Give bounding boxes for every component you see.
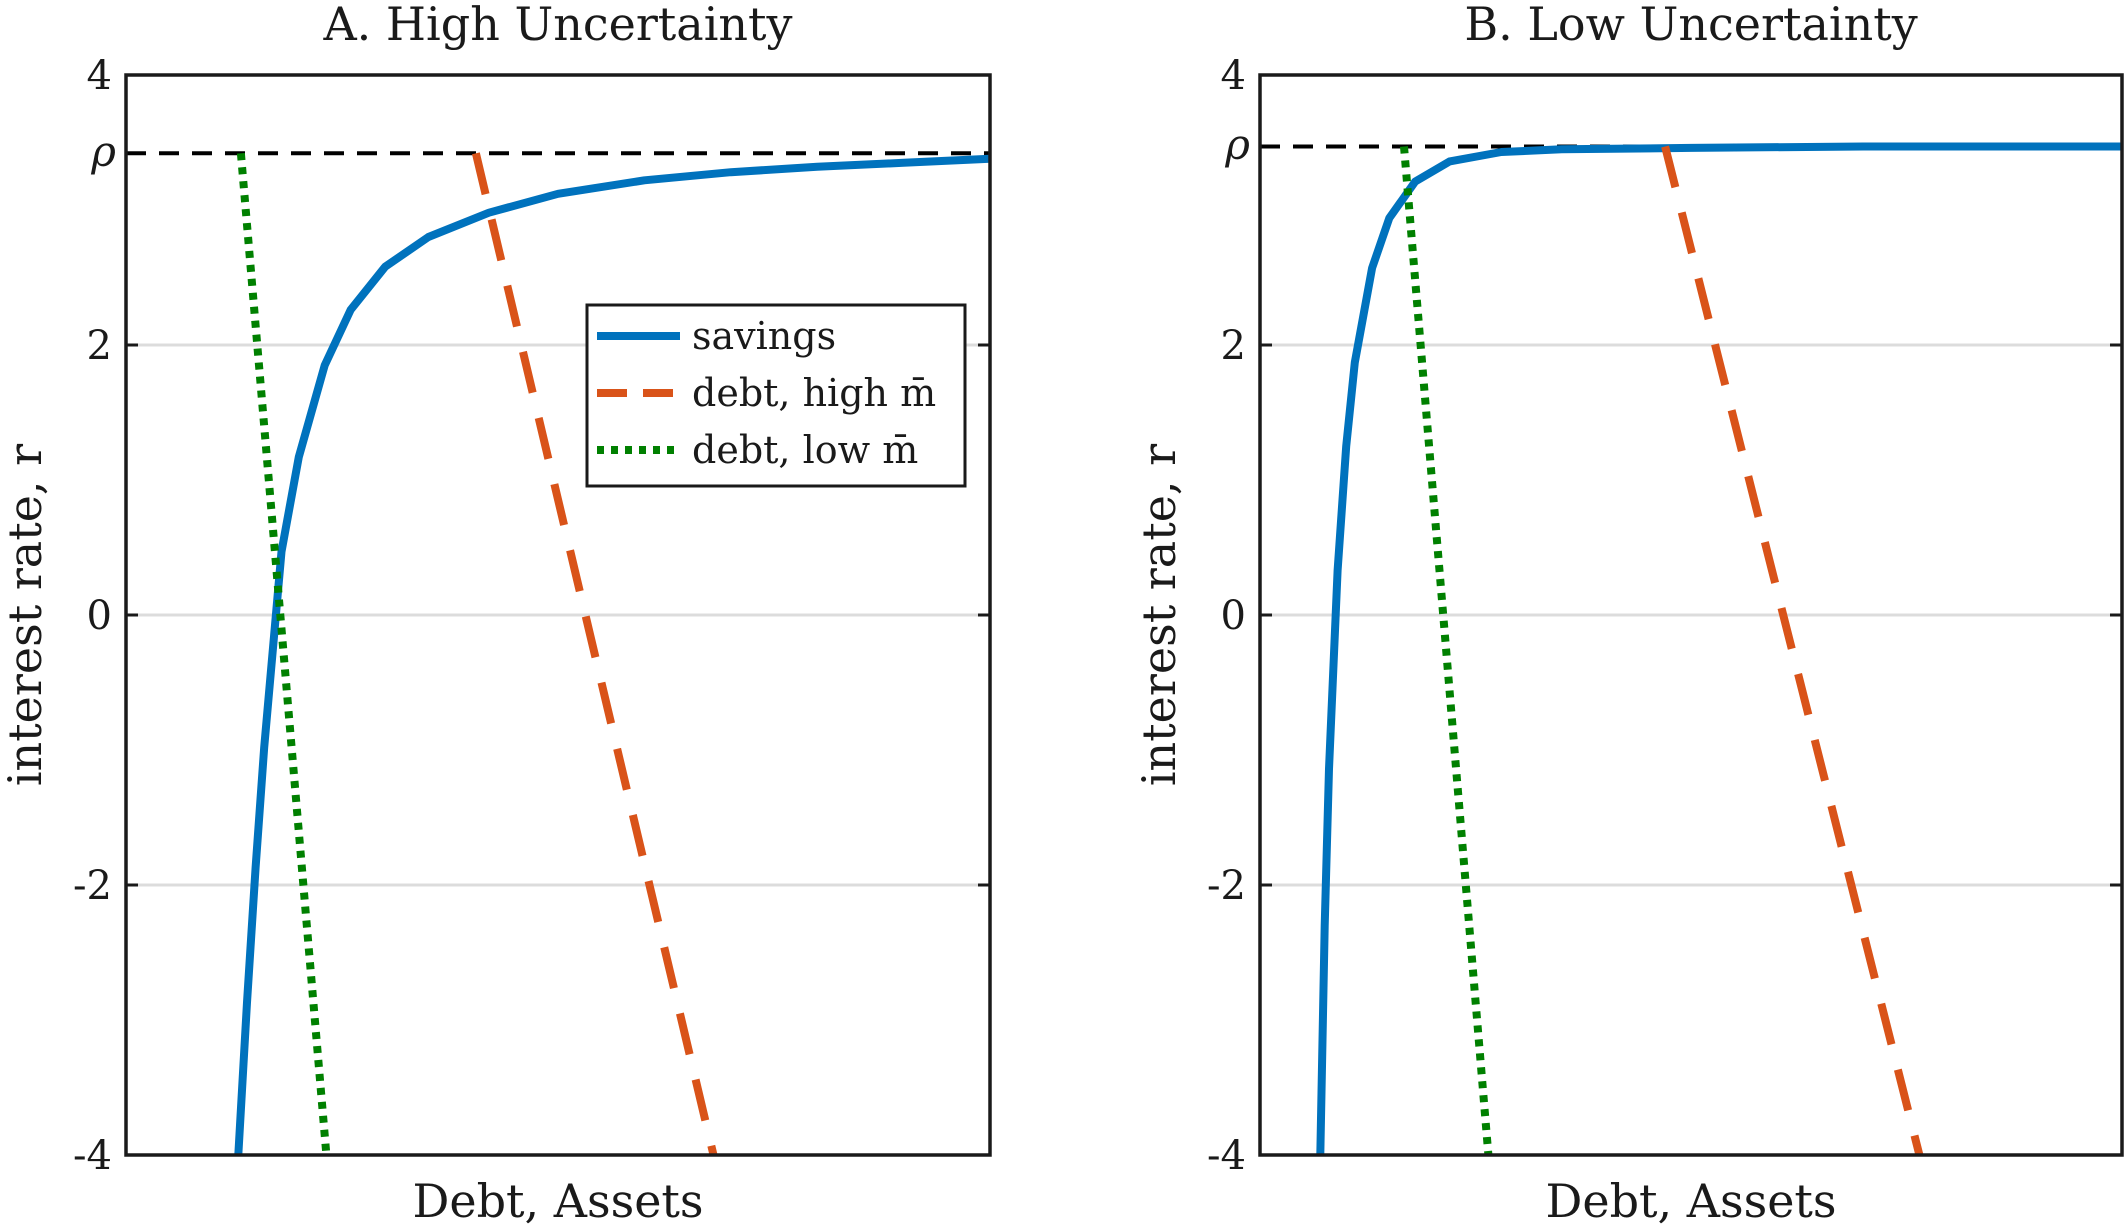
legend-debt-low-label: debt, low m̄ bbox=[692, 428, 918, 472]
chart-title: A. High Uncertainty bbox=[322, 0, 792, 51]
y-axis-label: interest rate, r bbox=[1132, 444, 1186, 786]
panel-b: -4 -2 0 2 4 B. Low Uncertainty Debt, Assets int… bbox=[1132, 0, 2124, 1228]
debt-low-curve bbox=[1400, 146, 1493, 1156]
legend: savings debt, high m̄ debt, low m̄ bbox=[585, 303, 967, 488]
y-axis-label: interest rate, r bbox=[0, 444, 52, 786]
savings-curve bbox=[1316, 142, 2122, 1156]
y-tick-label: 0 bbox=[87, 593, 112, 639]
x-axis-label: Debt, Assets bbox=[412, 1174, 703, 1228]
rho-label: ρ bbox=[1224, 120, 1250, 169]
panel-a: -4 -2 0 2 4 A. High Uncertainty Debt, Assets in… bbox=[0, 0, 992, 1228]
y-tick-label: 2 bbox=[1221, 323, 1246, 369]
y-tick-label: -4 bbox=[1207, 1133, 1246, 1179]
y-tick-label: -2 bbox=[1207, 863, 1246, 909]
y-tick-label: 4 bbox=[87, 53, 112, 99]
axes-frame bbox=[124, 73, 992, 1157]
legend-debt-high-label: debt, high m̄ bbox=[692, 371, 936, 415]
debt-high-curve bbox=[1661, 145, 1924, 1156]
axes-frame bbox=[1258, 73, 2124, 1157]
y-tick-label: -4 bbox=[73, 1133, 112, 1179]
savings-curve bbox=[234, 154, 991, 1156]
y-tick-label: -2 bbox=[73, 863, 112, 909]
y-tick-label: 0 bbox=[1221, 593, 1246, 639]
debt-high-curve bbox=[472, 152, 718, 1156]
chart-title: B. Low Uncertainty bbox=[1464, 0, 1917, 51]
y-tick-label: 4 bbox=[1221, 53, 1246, 99]
x-axis-label: Debt, Assets bbox=[1545, 1174, 1836, 1228]
legend-savings-label: savings bbox=[692, 314, 836, 358]
rho-label: ρ bbox=[90, 126, 116, 175]
debt-low-curve bbox=[236, 152, 331, 1156]
y-tick-label: 2 bbox=[87, 323, 112, 369]
